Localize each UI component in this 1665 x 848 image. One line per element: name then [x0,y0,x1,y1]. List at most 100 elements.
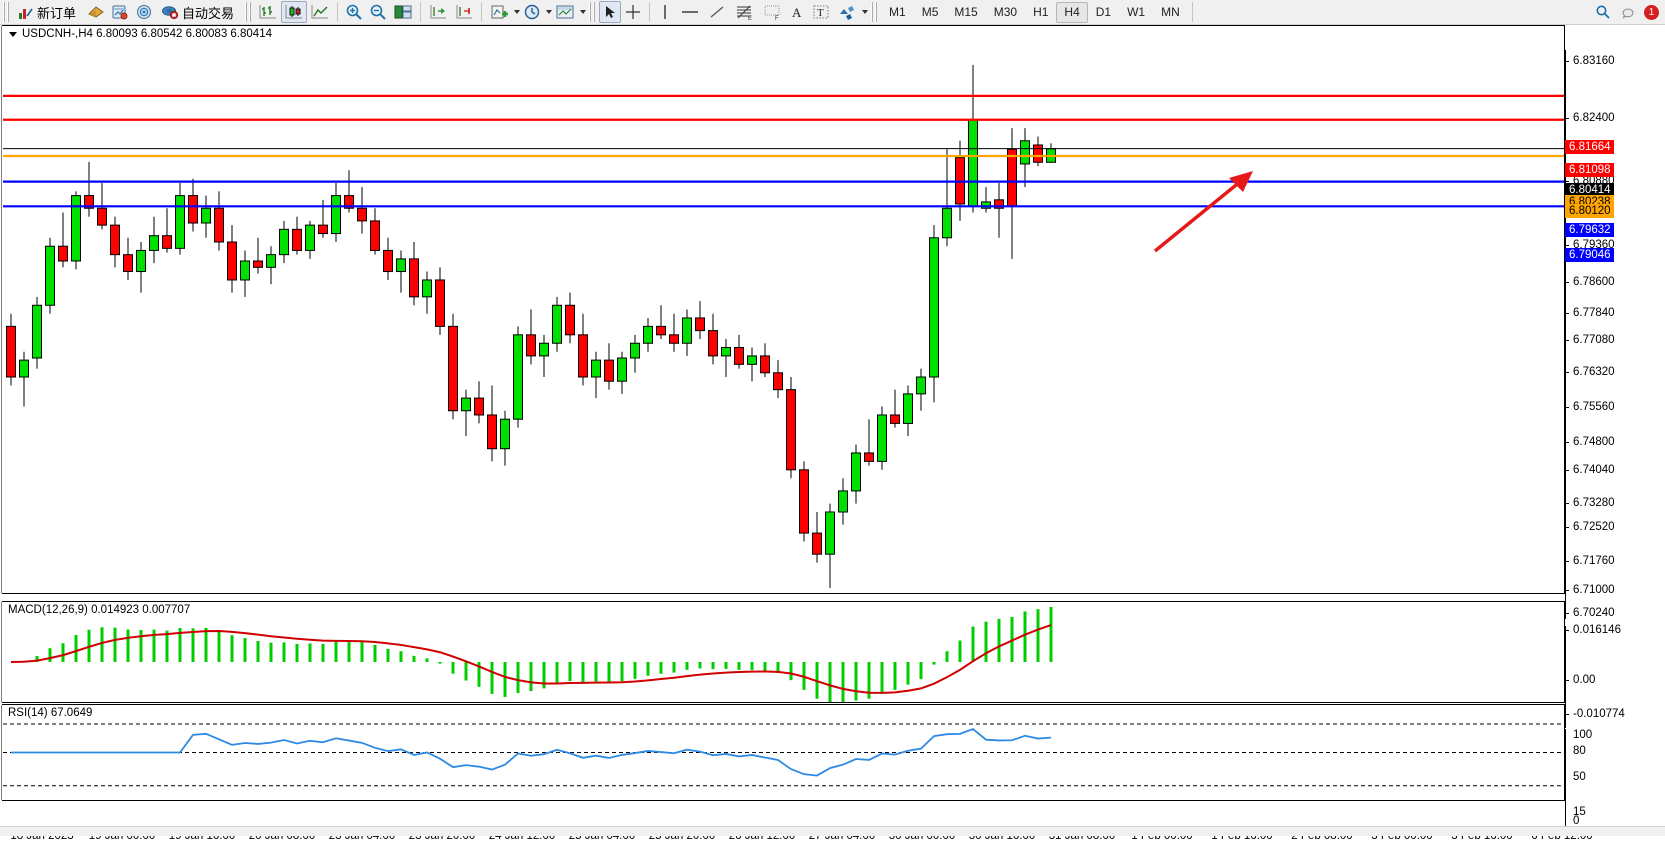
auto-trading-label: 自动交易 [182,5,235,21]
auto-scroll-button[interactable] [451,1,477,23]
rsi-plot[interactable] [3,705,1564,800]
templates-caret-icon[interactable] [580,10,587,14]
rsi-scale-axis [1565,729,1566,826]
rsi-pane-grip[interactable] [1,705,3,800]
timeframe-m5[interactable]: M5 [921,5,939,19]
zoom-out-button[interactable] [366,1,390,23]
add-indicator-icon [491,5,509,19]
data-window-button[interactable] [108,1,132,23]
channel-button[interactable]: F [758,1,786,23]
new-order-icon [19,8,33,19]
horizontal-line-icon [682,11,699,13]
alerts-icon [1622,8,1634,19]
chart-dropdown-icon[interactable] [9,31,17,37]
pivot-level-shadow[interactable]: 6.80120 [1565,204,1614,218]
price-tick: 6.75560 [1565,401,1615,413]
chart-area[interactable]: USDCNH-,H4 6.80093 6.80542 6.80083 6.804… [0,25,1665,848]
candlestick-chart-button[interactable] [281,1,308,23]
timeframe-h1[interactable]: H1 [1033,5,1049,19]
toolbar-separator-4 [649,2,651,22]
toolbar-separator-5 [1191,2,1193,22]
auto-trading-icon [162,6,179,20]
toolbar-grip-2[interactable] [245,2,253,22]
rsi-svg [3,723,1564,787]
horizontal-line-button[interactable] [676,1,704,23]
bar-chart-button[interactable] [255,1,281,23]
templates-button[interactable] [552,1,578,23]
macd-plot[interactable] [3,602,1564,702]
cursor-button[interactable] [599,1,622,23]
shapes-button[interactable] [834,1,860,23]
period-button[interactable] [520,1,544,23]
new-order-button[interactable]: 新订单 [13,1,84,23]
resistance-level-1[interactable]: 6.81664 [1565,140,1614,154]
resistance-level-2[interactable]: 6.81098 [1565,163,1614,177]
last-price-tag[interactable]: 6.80414 [1565,183,1614,197]
timeframe-w1[interactable]: W1 [1127,5,1146,19]
price-tick: 6.73280 [1565,497,1615,509]
rsi-scale[interactable]: 100 80 50 15 0 [1565,729,1665,827]
templates-icon [556,5,574,19]
timeframe-d1[interactable]: D1 [1095,5,1112,19]
add-indicator-caret-icon[interactable] [514,10,521,14]
text-label-icon: T [813,5,829,19]
price-pane[interactable]: USDCNH-,H4 6.80093 6.80542 6.80083 6.804… [1,25,1565,594]
support-level-2[interactable]: 6.79046 [1565,248,1614,262]
timeframe-m1[interactable]: M1 [889,5,906,19]
price-pane-grip[interactable] [1,26,3,593]
text-button[interactable]: A [786,1,808,23]
price-tick: 6.77840 [1565,307,1615,319]
macd-pane-grip[interactable] [1,602,3,702]
timeframe-mn[interactable]: MN [1161,5,1180,19]
text-label-button[interactable]: T [808,1,834,23]
period-caret-icon[interactable] [546,10,553,14]
indicators-button[interactable] [390,1,416,23]
signals-button[interactable] [132,1,156,23]
support-level-1[interactable]: 6.79632 [1565,223,1614,237]
crosshair-button[interactable] [621,1,645,23]
auto-trading-button[interactable]: 自动交易 [156,1,242,23]
timeframe-m15[interactable]: M15 [954,5,978,19]
alert-count-badge[interactable]: 1 [1644,4,1659,20]
zoom-in-button[interactable] [342,1,366,23]
indicators-icon [394,5,412,19]
price-plot[interactable] [3,26,1564,593]
chart-shift-button[interactable] [425,1,451,23]
toolbar-grip[interactable] [3,2,10,22]
clock-icon [524,4,540,20]
cursor-icon [606,6,616,18]
toolbar-grip-3[interactable] [589,2,597,22]
vertical-line-button[interactable] [654,1,676,23]
expert-advisor-button[interactable] [84,1,108,23]
shapes-icon [840,6,855,20]
macd-signal-line [10,624,1052,694]
macd-svg [10,607,1053,702]
search-button[interactable] [1592,1,1614,23]
candlestick-series [6,64,1056,588]
macd-scale[interactable]: 0.016146 0.00 -0.010774 [1565,624,1665,728]
rsi-tick: 80 [1573,745,1586,757]
add-indicator-button[interactable] [486,1,512,23]
timeframe-h4[interactable]: H4 [1056,1,1088,23]
line-chart-button[interactable] [307,1,333,23]
price-tick: 6.77080 [1565,334,1615,346]
shapes-caret-icon[interactable] [862,10,869,14]
price-scale-axis [1565,50,1566,619]
alerts-button[interactable] [1618,1,1640,23]
price-scale[interactable]: 6.83160 6.82400 6.80880 6.79360 6.78600 6.778… [1565,50,1665,619]
auto-scroll-icon [456,5,473,19]
timeframe-m30[interactable]: M30 [993,5,1018,19]
main-toolbar: 新订单 自动交易 [0,0,1665,25]
price-tick: 6.74040 [1565,464,1615,476]
toolbar-grip-4[interactable] [871,2,879,22]
bullish-arrow-annotation[interactable] [1153,171,1253,253]
macd-pane[interactable]: MACD(12,26,9) 0.014923 0.007707 [1,601,1565,703]
rsi-pane[interactable]: RSI(14) 67.0649 [1,704,1565,801]
data-window-icon [112,5,128,20]
fibonacci-button[interactable]: E [730,1,758,23]
price-tick: 6.74800 [1565,436,1615,448]
trendline-button[interactable] [704,1,730,23]
horizontal-level-lines[interactable] [3,94,1564,208]
symbol-ohlc-text: USDCNH-,H4 6.80093 6.80542 6.80083 6.804… [22,28,272,40]
price-tick: 6.78600 [1565,276,1615,288]
